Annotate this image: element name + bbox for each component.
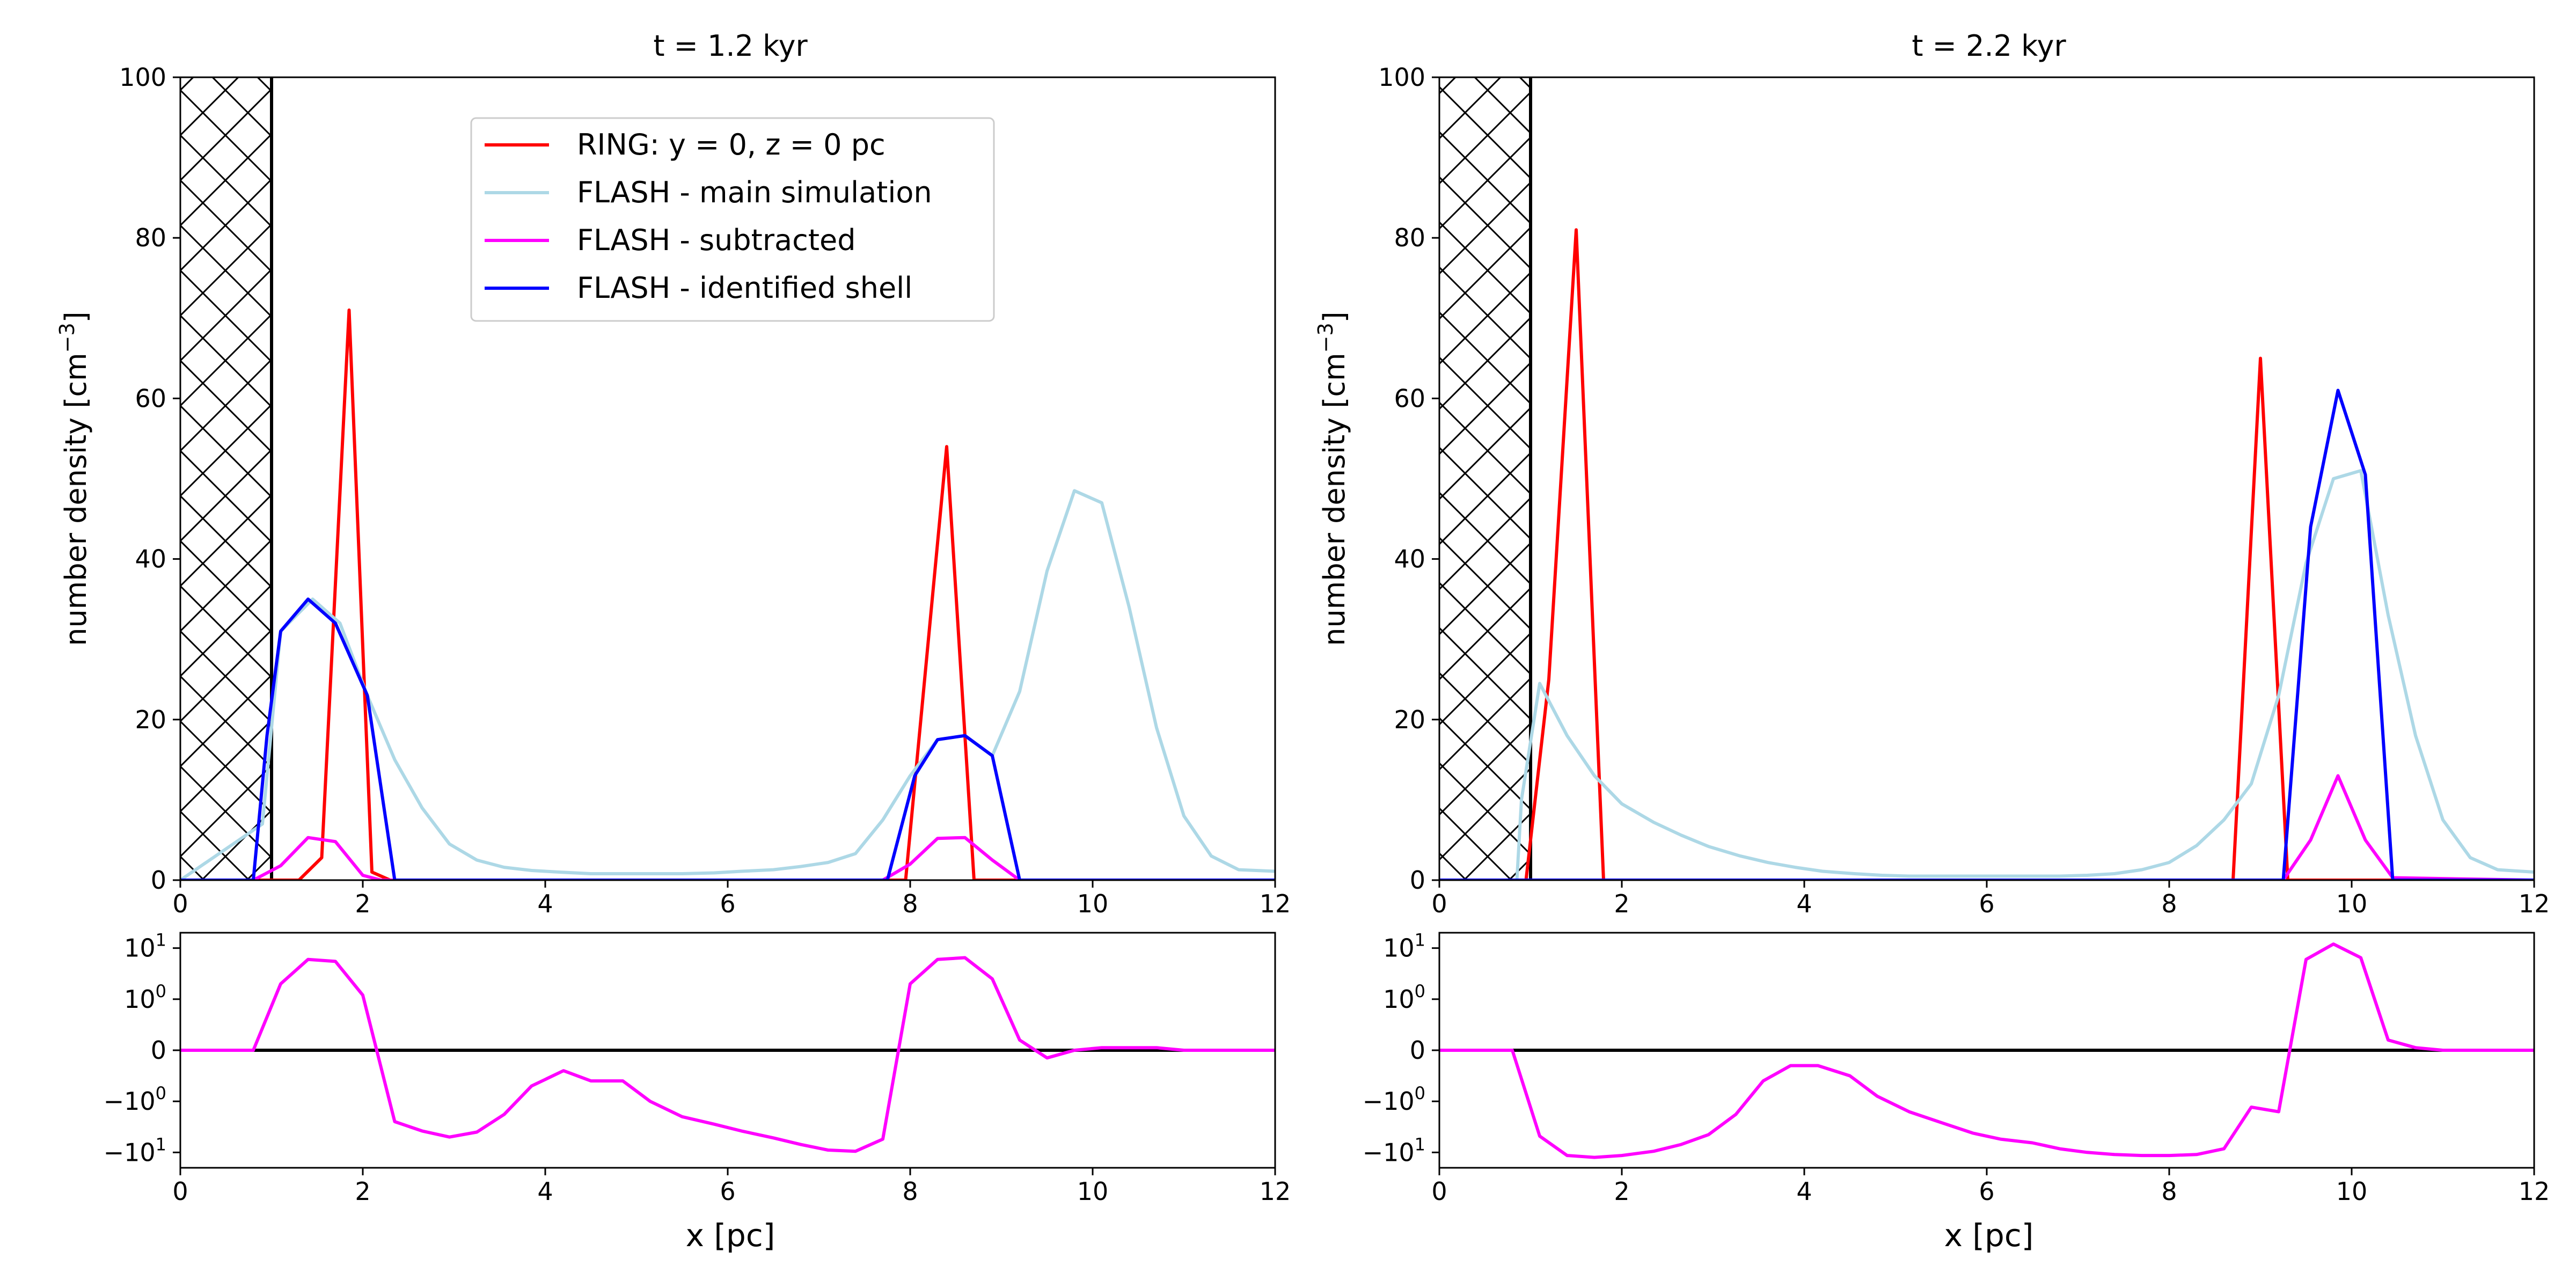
hatched-region [180,77,272,880]
axes: 0 2 4 6 8 10 12 0 20 40 60 80 100 [1378,63,2550,918]
axes: 0 2 4 6 8 10 12 101 100 0 −100 −101 [104,930,1291,1206]
plot-area [180,77,1275,880]
y-tick-label: 60 [1394,384,1425,413]
x-tick-label: 4 [1796,889,1812,918]
y-axis-label: number density [cm−3] [55,311,93,646]
series-line-flash-main-simulation [1439,469,2534,880]
y-tick-label: 80 [135,223,166,252]
x-tick-label: 0 [1431,1177,1447,1206]
y-tick-label: −100 [104,1083,166,1116]
x-tick-label: 12 [2519,1177,2550,1206]
legend-box [470,117,995,322]
y-tick-label: 100 [1378,63,1425,92]
x-tick-label: 10 [1077,1177,1109,1206]
x-tick-label: 6 [1979,1177,1994,1206]
panel-bottom-right: 0 2 4 6 8 10 12 101 100 0 −100 −101 x [pc] [1363,930,2550,1254]
x-tick-label: 4 [537,1177,553,1206]
y-axis-label: number density [cm−3] [1314,311,1351,646]
x-tick-label: 12 [1260,889,1291,918]
legend-label-subtracted: FLASH - subtracted [577,223,856,257]
panel-title: t = 1.2 kyr [653,29,808,63]
y-tick-label: 101 [124,930,166,963]
y-tick-label: 60 [135,384,166,413]
y-tick-label: 20 [1394,705,1425,734]
y-tick-label: −101 [104,1134,166,1167]
series-line-flash-subtracted [1439,942,2534,1159]
y-tick-label: 40 [135,545,166,574]
x-tick-label: 6 [720,1177,735,1206]
series-line-flash-main-simulation [180,489,1275,880]
series-line-flash-identified-shell [1439,389,2534,880]
plot-area [1439,77,2534,880]
legend-label-shell: FLASH - identified shell [577,271,912,305]
legend-label-ring: RING: y = 0, z = 0 pc [577,128,885,162]
x-tick-label: 2 [355,1177,370,1206]
panel-top-right: 0 2 4 6 8 10 12 0 20 40 60 80 100 t = 2.2 kyr number… [1314,29,2550,918]
series-line-ring-y-0-z-0-pc [1439,228,2534,880]
x-tick-label: 10 [1077,889,1109,918]
x-tick-label: 0 [172,1177,188,1206]
x-tick-label: 6 [1979,889,1994,918]
y-tick-label: 20 [135,705,166,734]
x-tick-label: 10 [2336,889,2368,918]
x-tick-label: 0 [1431,889,1447,918]
y-tick-label: 0 [151,1036,166,1065]
x-axis-label: x [pc] [1944,1217,2034,1254]
x-tick-label: 12 [2519,889,2550,918]
x-tick-label: 10 [2336,1177,2368,1206]
x-tick-label: 12 [1260,1177,1291,1206]
panel-bottom-left: 0 2 4 6 8 10 12 101 100 0 −100 −101 x [pc] [104,930,1291,1254]
series-line-flash-identified-shell [180,597,1275,880]
legend-label-main: FLASH - main simulation [577,175,932,209]
x-tick-label: 8 [2161,1177,2177,1206]
axes: 0 2 4 6 8 10 12 0 20 40 60 80 100 [119,63,1291,918]
x-tick-label: 2 [355,889,370,918]
plot-area [180,956,1275,1153]
x-tick-label: 8 [902,889,918,918]
series-line-flash-subtracted [180,836,1275,880]
x-tick-label: 4 [1796,1177,1812,1206]
axes-frame [1438,76,2535,881]
x-tick-label: 8 [902,1177,918,1206]
x-axis-label: x [pc] [686,1217,775,1254]
y-tick-label: −100 [1363,1083,1425,1116]
series-line-ring-y-0-z-0-pc [180,308,1275,880]
x-tick-label: 0 [172,889,188,918]
y-tick-label: 100 [119,63,166,92]
plot-area [1439,942,2534,1159]
y-tick-label: 100 [124,981,166,1014]
x-tick-label: 6 [720,889,735,918]
panel-title: t = 2.2 kyr [1912,29,2066,63]
y-tick-label: 100 [1383,981,1425,1014]
y-tick-label: 0 [1410,1036,1425,1065]
x-tick-label: 2 [1614,889,1629,918]
y-tick-label: 101 [1383,930,1425,963]
y-tick-label: 0 [1410,866,1425,895]
x-tick-label: 2 [1614,1177,1629,1206]
axes: 0 2 4 6 8 10 12 101 100 0 −100 −101 [1363,930,2550,1206]
y-tick-label: −101 [1363,1134,1425,1167]
x-tick-label: 8 [2161,889,2177,918]
panel-top-left: 0 2 4 6 8 10 12 0 20 40 60 80 100 t = 1.2 kyr number… [55,29,1291,918]
series-line-flash-subtracted [180,956,1275,1153]
y-tick-label: 0 [151,866,166,895]
x-tick-label: 4 [537,889,553,918]
y-tick-label: 80 [1394,223,1425,252]
hatched-region [1439,77,1531,880]
y-tick-label: 40 [1394,545,1425,574]
legend: RING: y = 0, z = 0 pc FLASH - main simul… [470,117,995,322]
